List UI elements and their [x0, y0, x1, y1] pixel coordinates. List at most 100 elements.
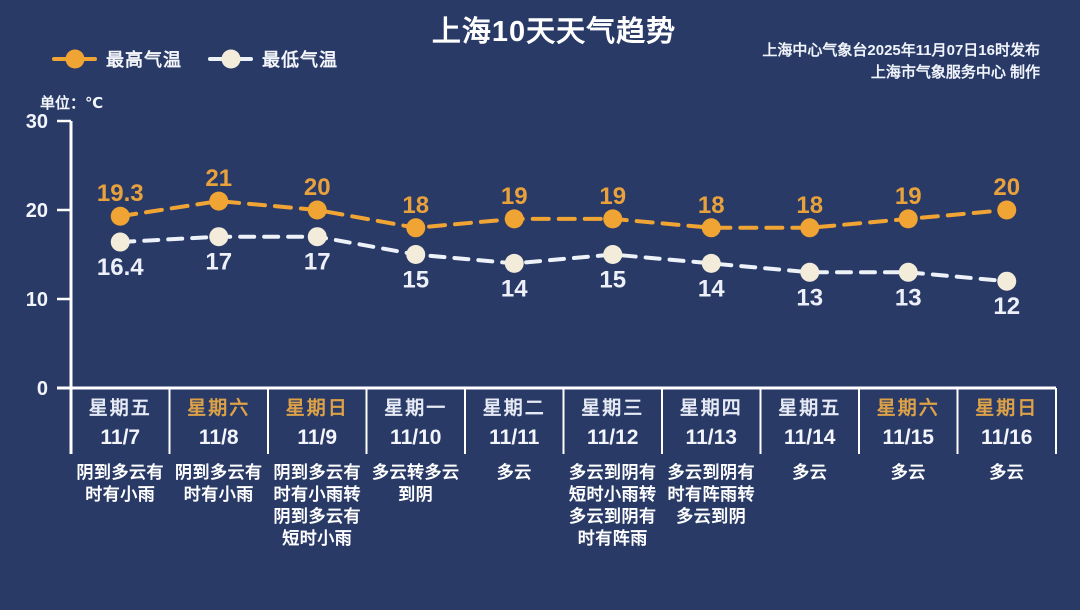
high-temp-legend-marker-icon — [52, 49, 97, 69]
high-temp-point — [406, 218, 426, 238]
high-temp-point — [898, 209, 918, 229]
legend-item-high-temp: 最高气温 — [52, 46, 182, 72]
weather-description: 阴到多云有时有小雨 — [76, 463, 164, 504]
low-temp-point — [406, 245, 426, 264]
date-label: 11/10 — [390, 426, 442, 449]
date-label: 11/11 — [489, 426, 540, 449]
weather-description: 多云 — [989, 463, 1025, 482]
high-temp-value-label: 20 — [304, 174, 331, 201]
legend-low-label: 最低气温 — [262, 50, 338, 70]
weather-description: 阴到多云有时有小雨 — [175, 463, 263, 504]
day-column: 星期一 11/10 多云转多云到阴 — [367, 395, 466, 550]
high-temp-point — [701, 218, 721, 238]
date-label: 11/13 — [685, 426, 737, 449]
legend-high-label: 最高气温 — [106, 50, 182, 70]
unit-label: 单位：℃ — [40, 95, 104, 112]
date-label: 11/8 — [198, 426, 239, 449]
low-temp-value-label: 14 — [698, 275, 725, 302]
low-temp-value-label: 15 — [599, 267, 626, 294]
publisher-line1: 上海中心气象台2025年11月07日16时发布 — [762, 42, 1040, 59]
low-temp-value-label: 12 — [993, 293, 1020, 320]
low-temp-point — [800, 262, 820, 282]
low-temp-value-label: 13 — [895, 284, 922, 311]
weekday-label: 星期二 — [482, 398, 546, 419]
high-temp-value-label: 18 — [402, 192, 429, 219]
high-temp-point — [800, 218, 820, 238]
weekday-label: 星期四 — [679, 398, 743, 419]
weather-description: 多云转多云到阴 — [372, 463, 460, 504]
publisher-line2: 上海市气象服务中心 制作 — [870, 64, 1040, 81]
weather-description: 多云到阴有时有阵雨转多云到阴 — [667, 463, 755, 526]
day-column: 星期日 11/16 多云 — [958, 395, 1057, 550]
day-column: 星期三 11/12 多云到阴有短时小雨转多云到阴有时有阵雨 — [564, 395, 663, 550]
weekday-label: 星期日 — [975, 398, 1039, 419]
day-column: 星期四 11/13 多云到阴有时有阵雨转多云到阴 — [662, 395, 761, 550]
low-temp-point — [209, 227, 229, 247]
date-label: 11/9 — [297, 426, 338, 449]
low-temp-legend-marker-icon — [208, 49, 253, 69]
date-label: 11/16 — [981, 426, 1033, 449]
high-temp-line — [118, 199, 1009, 230]
high-temp-point — [603, 209, 623, 229]
low-temp-point — [997, 271, 1017, 291]
high-temp-value-label: 18 — [698, 192, 725, 219]
low-temp-point — [110, 232, 130, 252]
weekday-label: 星期六 — [876, 398, 940, 419]
high-temp-point — [504, 209, 524, 229]
day-column: 星期二 11/11 多云 — [465, 395, 564, 550]
weather-description: 多云 — [792, 463, 828, 482]
day-column: 星期六 11/15 多云 — [859, 395, 958, 550]
high-temp-point — [307, 200, 327, 220]
y-tick-label: 20 — [26, 200, 48, 222]
day-column: 星期五 11/14 多云 — [761, 395, 860, 550]
high-temp-value-label: 21 — [205, 165, 232, 192]
high-temp-point — [209, 191, 229, 211]
low-temp-point — [307, 227, 327, 247]
y-tick-label: 0 — [37, 378, 48, 400]
y-tick-label: 10 — [26, 289, 48, 311]
weekday-label: 星期日 — [285, 398, 349, 419]
weekday-label: 星期一 — [384, 398, 448, 419]
weather-description: 多云 — [890, 463, 926, 482]
date-label: 11/14 — [784, 426, 836, 449]
legend: 最高气温 最低气温 — [52, 46, 338, 72]
low-temp-value-label: 14 — [501, 275, 528, 302]
low-temp-value-label: 17 — [205, 249, 232, 276]
date-label: 11/15 — [882, 426, 934, 449]
y-tick-label: 30 — [26, 111, 48, 133]
low-temp-point — [701, 253, 721, 273]
high-temp-point — [110, 206, 130, 226]
legend-item-low-temp: 最低气温 — [208, 46, 338, 72]
date-label: 11/12 — [587, 426, 639, 449]
high-temp-value-label: 19 — [599, 183, 626, 210]
low-temp-point — [898, 262, 918, 282]
date-label: 11/7 — [100, 426, 141, 449]
weather-description: 多云到阴有短时小雨转多云到阴有时有阵雨 — [569, 463, 657, 548]
weather-description: 多云 — [496, 463, 532, 482]
day-forecast-row: 星期五 11/7 阴到多云有时有小雨 星期六 11/8 阴到多云有时有小雨 星期日 11/9 阴… — [71, 395, 1056, 550]
weekday-label: 星期六 — [187, 398, 251, 419]
high-temp-point — [997, 200, 1017, 220]
page-title: 上海10天天气趋势 — [431, 16, 677, 48]
low-temp-value-label: 17 — [304, 249, 331, 276]
low-temp-point — [504, 253, 524, 273]
high-temp-value-label: 19.3 — [97, 180, 144, 207]
weekday-label: 星期五 — [88, 398, 152, 419]
day-column: 星期六 11/8 阴到多云有时有小雨 — [170, 395, 269, 550]
high-temp-value-label: 19 — [501, 183, 528, 210]
weekday-label: 星期三 — [581, 398, 645, 419]
high-temp-value-label: 20 — [993, 174, 1020, 201]
high-temp-value-label: 18 — [796, 192, 823, 219]
low-temp-value-label: 13 — [796, 284, 823, 311]
low-temp-point — [603, 245, 623, 264]
low-temp-value-label: 15 — [402, 267, 429, 294]
weather-description: 阴到多云有时有小雨转阴到多云有短时小雨 — [273, 463, 361, 548]
high-temp-value-label: 19 — [895, 183, 922, 210]
low-temp-line — [118, 234, 1009, 284]
day-column: 星期日 11/9 阴到多云有时有小雨转阴到多云有短时小雨 — [268, 395, 367, 550]
weekday-label: 星期五 — [778, 398, 842, 419]
low-temp-value-label: 16.4 — [97, 254, 144, 281]
publisher-info: 上海中心气象台2025年11月07日16时发布 上海市气象服务中心 制作 — [762, 40, 1040, 84]
